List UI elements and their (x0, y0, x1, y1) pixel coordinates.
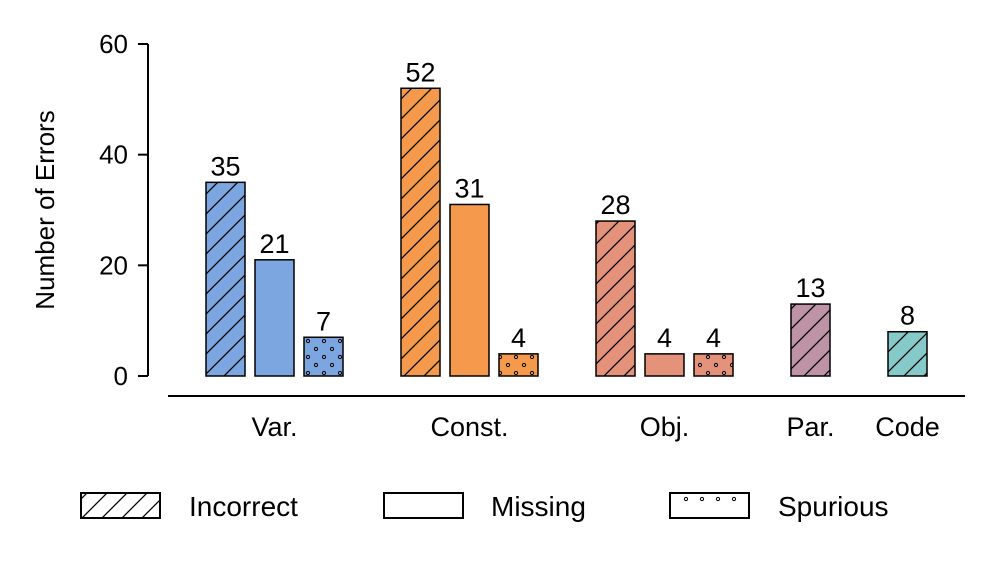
legend-label-spurious: Spurious (778, 491, 889, 522)
legend-item-missing: Missing (383, 491, 586, 522)
bar-outline (790, 303, 831, 377)
legend-swatch-missing (383, 492, 464, 519)
category-label: Par. (786, 412, 834, 442)
y-tick-label: 0 (114, 361, 128, 391)
y-tick-label: 60 (99, 29, 128, 59)
bar-value-label: 35 (210, 151, 240, 181)
bar-pattern-incorrect (206, 182, 245, 376)
bar-outline (303, 336, 344, 377)
bars-group: 35 21 7 52 31 4 28 4 4 13 8 (205, 57, 928, 377)
bar-pattern-incorrect (791, 304, 830, 376)
bar-outline (693, 353, 734, 377)
bar-outline (887, 330, 928, 377)
y-axis: 0 20 40 60 (99, 29, 149, 391)
bar-group-3: 13 (790, 273, 831, 377)
bar-pattern-spurious (694, 353, 733, 376)
legend-swatch-spurious-dots (683, 496, 737, 502)
category-labels: Var. Const. Obj. Par. Code (251, 412, 939, 442)
legend: Incorrect Missing Spurious (80, 491, 889, 522)
bar-pattern-incorrect (596, 221, 635, 376)
bar-outline (205, 181, 246, 377)
bar-value-label: 13 (795, 273, 825, 303)
category-label: Obj. (640, 412, 690, 442)
bar-pattern-spurious (304, 337, 343, 376)
bar-value-label: 4 (706, 323, 721, 353)
bar-group-2: 28 4 4 (595, 190, 734, 377)
legend-swatch-incorrect-hatch (80, 492, 161, 519)
bar-outline (595, 220, 636, 377)
bar-group-4: 8 (887, 301, 928, 377)
bar-value-label: 8 (900, 301, 915, 331)
legend-label-missing: Missing (491, 491, 586, 522)
category-label: Const. (430, 412, 508, 442)
category-label: Var. (251, 412, 297, 442)
y-tick-label: 40 (99, 140, 128, 170)
bar-outline (449, 203, 490, 377)
category-label: Code (875, 412, 940, 442)
bar-group-1: 52 31 4 (400, 57, 539, 377)
y-axis-title: Number of Errors (30, 110, 60, 309)
bar-pattern-incorrect (401, 88, 440, 377)
bar-group-0: 35 21 7 (205, 151, 344, 377)
bar-value-label: 28 (600, 190, 630, 220)
bar-value-label: 52 (405, 57, 435, 87)
bar-outline (400, 87, 441, 377)
legend-item-spurious: Spurious (669, 491, 889, 522)
y-tick-label: 20 (99, 250, 128, 280)
bar-pattern-incorrect (888, 331, 927, 376)
bar-pattern-spurious (499, 353, 538, 376)
legend-item-incorrect: Incorrect (80, 491, 298, 522)
bar-missing (450, 204, 489, 376)
bar-missing (255, 259, 294, 376)
bar-value-label: 4 (657, 323, 672, 353)
bar-value-label: 7 (316, 306, 331, 336)
bar-outline (498, 353, 539, 377)
bar-missing (645, 353, 684, 376)
legend-label-incorrect: Incorrect (189, 491, 298, 522)
bar-outline (644, 353, 685, 377)
legend-swatch-spurious (669, 492, 750, 519)
bar-value-label: 31 (454, 173, 484, 203)
bar-outline (254, 259, 295, 377)
bar-value-label: 4 (511, 323, 526, 353)
bar-value-label: 21 (259, 229, 289, 259)
